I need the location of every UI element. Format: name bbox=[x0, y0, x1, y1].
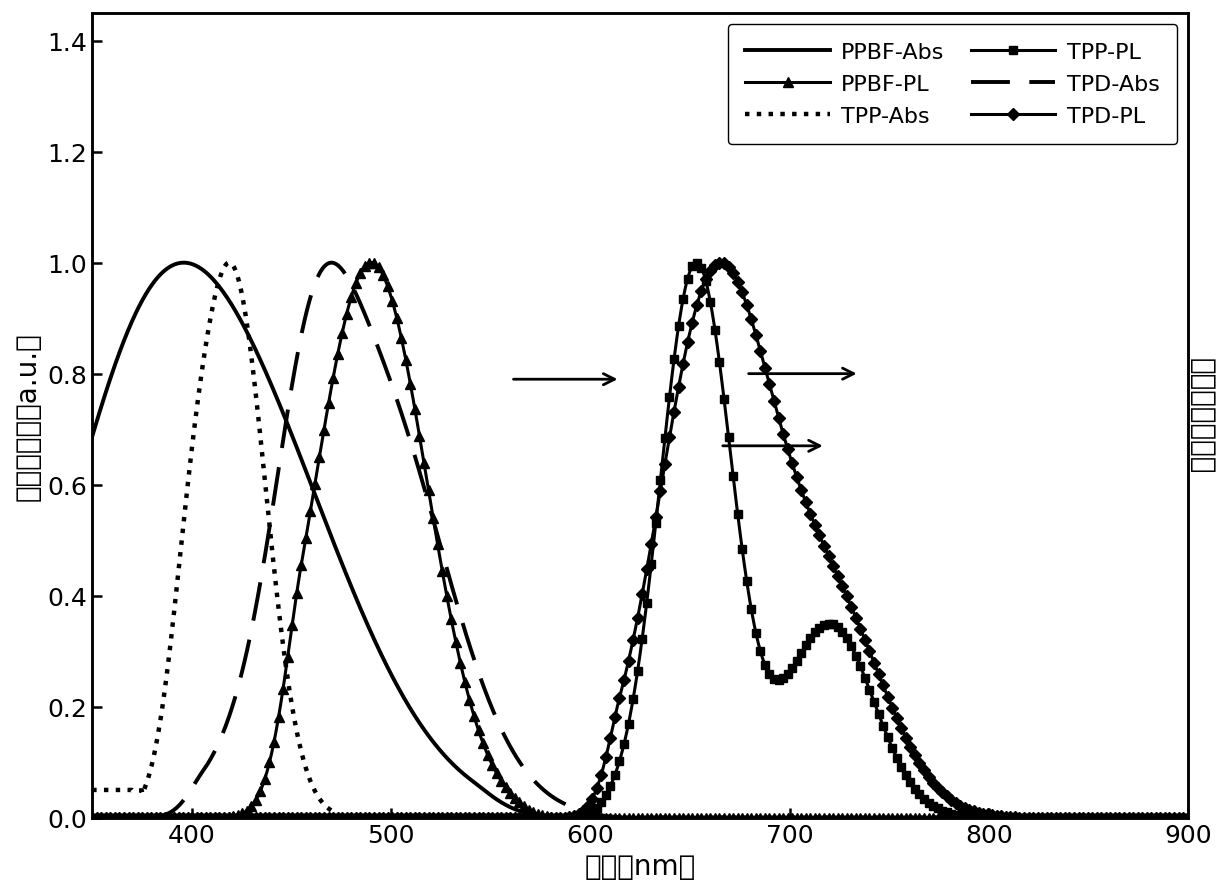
TPP-Abs bbox=[522, 813, 536, 823]
PPBF-PL bbox=[569, 813, 584, 823]
Line: TPP-PL: TPP-PL bbox=[89, 259, 1230, 822]
Y-axis label: 归一化荧光强度: 归一化荧光强度 bbox=[1188, 358, 1216, 474]
TPD-PL bbox=[520, 813, 535, 823]
TPD-PL bbox=[85, 813, 100, 823]
TPD-PL bbox=[282, 813, 296, 823]
TPD-Abs bbox=[85, 813, 100, 823]
Legend: PPBF-Abs, PPBF-PL, TPP-Abs, TPP-PL, TPD-Abs, TPD-PL: PPBF-Abs, PPBF-PL, TPP-Abs, TPP-PL, TPD-… bbox=[728, 25, 1177, 145]
TPD-PL bbox=[569, 809, 584, 820]
TPD-Abs bbox=[282, 398, 296, 409]
TPD-Abs bbox=[325, 258, 339, 269]
TPP-Abs bbox=[1077, 813, 1092, 823]
TPD-PL bbox=[713, 258, 728, 269]
PPBF-PL bbox=[214, 813, 229, 823]
PPBF-Abs bbox=[85, 432, 100, 443]
Line: TPP-Abs: TPP-Abs bbox=[92, 264, 1229, 818]
TPP-Abs bbox=[1221, 813, 1230, 823]
PPBF-Abs bbox=[569, 813, 584, 823]
TPP-PL bbox=[214, 813, 229, 823]
TPP-PL bbox=[282, 813, 296, 823]
X-axis label: 波长（nm）: 波长（nm） bbox=[584, 852, 696, 880]
TPD-Abs bbox=[214, 730, 229, 741]
TPP-PL bbox=[85, 813, 100, 823]
TPP-PL bbox=[1199, 813, 1214, 823]
TPD-Abs bbox=[1076, 813, 1091, 823]
TPD-Abs bbox=[569, 804, 584, 814]
Y-axis label: 归一化吸收（a.u.）: 归一化吸收（a.u.） bbox=[14, 332, 42, 500]
TPD-Abs bbox=[520, 769, 535, 780]
TPD-PL bbox=[214, 813, 229, 823]
TPP-Abs bbox=[85, 785, 100, 796]
TPP-Abs bbox=[221, 258, 236, 269]
PPBF-Abs bbox=[1221, 813, 1230, 823]
TPP-Abs bbox=[214, 268, 229, 279]
PPBF-Abs bbox=[215, 286, 230, 297]
PPBF-Abs bbox=[520, 808, 535, 819]
PPBF-PL bbox=[85, 813, 100, 823]
TPP-Abs bbox=[1199, 813, 1214, 823]
TPD-PL bbox=[1221, 813, 1230, 823]
TPP-PL bbox=[1076, 813, 1091, 823]
TPD-Abs bbox=[1199, 813, 1214, 823]
TPP-PL bbox=[1221, 813, 1230, 823]
PPBF-Abs bbox=[1076, 813, 1091, 823]
PPBF-PL bbox=[364, 258, 379, 269]
PPBF-Abs bbox=[282, 425, 296, 435]
PPBF-Abs bbox=[1199, 813, 1214, 823]
PPBF-PL bbox=[1221, 813, 1230, 823]
TPD-Abs bbox=[1221, 813, 1230, 823]
PPBF-PL bbox=[1199, 813, 1214, 823]
Line: PPBF-Abs: PPBF-Abs bbox=[92, 264, 1229, 818]
TPP-Abs bbox=[325, 813, 339, 823]
PPBF-PL bbox=[282, 641, 296, 652]
Line: PPBF-PL: PPBF-PL bbox=[87, 258, 1230, 822]
PPBF-Abs bbox=[176, 258, 191, 269]
TPP-Abs bbox=[571, 813, 585, 823]
TPD-PL bbox=[1076, 813, 1091, 823]
TPP-Abs bbox=[282, 686, 296, 696]
TPP-PL bbox=[569, 812, 584, 822]
TPP-PL bbox=[689, 258, 704, 269]
TPD-PL bbox=[1199, 813, 1214, 823]
PPBF-PL bbox=[520, 804, 535, 814]
TPP-PL bbox=[520, 813, 535, 823]
PPBF-PL bbox=[1076, 813, 1091, 823]
Line: TPD-Abs: TPD-Abs bbox=[92, 264, 1229, 818]
Line: TPD-PL: TPD-PL bbox=[89, 259, 1230, 822]
